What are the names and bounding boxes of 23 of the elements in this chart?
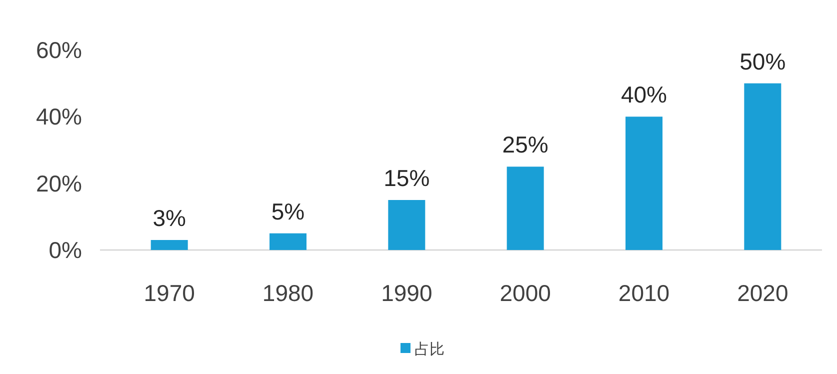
y-tick-label: 0% [48,237,82,263]
x-tick-label: 1980 [262,280,314,306]
bar [626,116,662,250]
legend-label: 占比 [414,341,444,358]
data-label: 15% [384,165,430,191]
data-label: 40% [620,82,668,108]
x-tick-label: 2020 [737,280,788,306]
bar [388,200,426,250]
data-label: 5% [271,198,305,224]
y-tick-label: 60% [36,37,82,63]
bar [270,233,306,250]
data-label: 3% [152,205,186,231]
data-label: 50% [740,48,786,74]
x-tick-label: 1990 [381,280,432,306]
bar [506,166,544,250]
x-tick-label: 2010 [618,280,670,306]
bar [744,83,782,250]
y-tick-label: 40% [36,104,82,130]
y-tick-label: 20% [36,170,82,196]
x-tick-label: 2000 [500,280,551,306]
x-tick-label: 1970 [144,280,195,306]
data-label: 25% [502,132,548,158]
bar [150,240,188,250]
